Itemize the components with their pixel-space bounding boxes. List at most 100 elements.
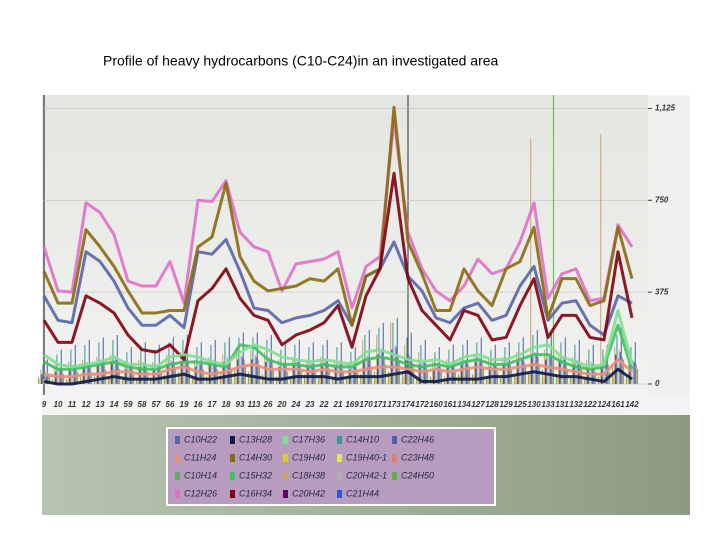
legend-label: C17H36 bbox=[292, 434, 325, 444]
bar bbox=[339, 364, 341, 384]
bar bbox=[309, 376, 311, 384]
bar bbox=[634, 342, 636, 384]
bar bbox=[319, 376, 321, 384]
legend-label: C18H38 bbox=[292, 470, 325, 480]
legend-swatch bbox=[337, 436, 342, 444]
bar bbox=[501, 379, 503, 384]
bar bbox=[481, 361, 483, 384]
bar bbox=[462, 344, 464, 384]
bar bbox=[505, 376, 507, 384]
bar bbox=[563, 359, 565, 384]
bar bbox=[579, 364, 581, 384]
bar bbox=[517, 361, 519, 384]
x-tick-label: 26 bbox=[263, 400, 273, 409]
legend-label: C24H50 bbox=[401, 470, 434, 480]
legend-label: C23H48 bbox=[401, 452, 434, 462]
bar bbox=[447, 366, 449, 384]
series-line bbox=[42, 237, 633, 337]
bar bbox=[499, 376, 502, 384]
legend-swatch bbox=[283, 472, 288, 480]
bar bbox=[168, 342, 170, 384]
bar bbox=[490, 349, 492, 384]
bar bbox=[341, 364, 343, 384]
bar bbox=[636, 369, 639, 384]
bar bbox=[617, 369, 619, 384]
bar bbox=[467, 364, 469, 384]
bar bbox=[202, 369, 205, 384]
bar bbox=[439, 366, 441, 384]
bar bbox=[606, 344, 608, 384]
bar bbox=[167, 364, 169, 384]
legend-label: C21H44 bbox=[346, 488, 379, 498]
bar bbox=[377, 354, 379, 384]
bar bbox=[312, 342, 314, 384]
legend-swatch bbox=[337, 490, 342, 498]
bar bbox=[165, 376, 167, 384]
bar bbox=[57, 379, 59, 384]
bar bbox=[507, 361, 509, 384]
x-tick-label: 22 bbox=[319, 400, 329, 409]
bar bbox=[129, 366, 131, 384]
bar bbox=[621, 357, 623, 384]
bar bbox=[415, 376, 418, 384]
bar bbox=[419, 364, 421, 384]
bar bbox=[518, 342, 520, 384]
bar bbox=[633, 361, 635, 384]
bar bbox=[331, 376, 334, 384]
bar bbox=[550, 332, 552, 384]
bar bbox=[551, 359, 553, 384]
bar bbox=[560, 342, 562, 384]
bar bbox=[159, 366, 161, 384]
bar bbox=[359, 374, 362, 384]
x-tick-label: 161 bbox=[611, 400, 625, 409]
bar bbox=[207, 379, 209, 384]
legend-label: C16H34 bbox=[239, 488, 272, 498]
bar bbox=[225, 374, 227, 384]
bar bbox=[363, 359, 365, 384]
bar bbox=[403, 376, 405, 384]
x-tick-label: 169 bbox=[345, 400, 359, 409]
bar bbox=[123, 379, 125, 384]
bar bbox=[532, 335, 534, 384]
bar bbox=[453, 364, 455, 384]
bar bbox=[367, 357, 369, 384]
bar bbox=[440, 371, 443, 384]
legend-label: C15H32 bbox=[239, 470, 272, 480]
bar bbox=[171, 361, 173, 384]
bar bbox=[410, 332, 412, 384]
bar bbox=[389, 374, 391, 384]
lines bbox=[42, 105, 634, 386]
bar bbox=[475, 361, 477, 384]
plot-area bbox=[42, 95, 648, 395]
x-tick-label: 24 bbox=[291, 400, 301, 409]
x-tick-label: 127 bbox=[471, 400, 485, 409]
bar bbox=[437, 366, 439, 384]
bar bbox=[352, 364, 354, 384]
bar bbox=[187, 361, 189, 384]
legend-label: C19H40 bbox=[292, 452, 325, 462]
bar bbox=[256, 332, 258, 384]
bar bbox=[549, 357, 551, 384]
bar bbox=[325, 361, 327, 384]
legend-label: C10H14 bbox=[184, 470, 217, 480]
bar bbox=[60, 349, 62, 384]
bar bbox=[258, 366, 261, 384]
legend-box bbox=[166, 427, 496, 506]
bar bbox=[183, 374, 185, 384]
x-tick-label: 12 bbox=[82, 400, 91, 409]
bar bbox=[139, 366, 141, 384]
bar bbox=[283, 364, 285, 384]
bar bbox=[269, 359, 271, 384]
bar bbox=[394, 344, 396, 384]
bar bbox=[311, 364, 313, 384]
bar bbox=[451, 364, 453, 384]
bar bbox=[635, 364, 637, 384]
bar bbox=[39, 379, 41, 384]
bar bbox=[255, 357, 257, 384]
bar bbox=[432, 361, 434, 384]
legend-swatch bbox=[283, 490, 288, 498]
bar bbox=[376, 335, 378, 384]
legend-label: C13H28 bbox=[239, 434, 272, 444]
bar bbox=[257, 359, 259, 384]
legend-swatch bbox=[175, 454, 180, 462]
